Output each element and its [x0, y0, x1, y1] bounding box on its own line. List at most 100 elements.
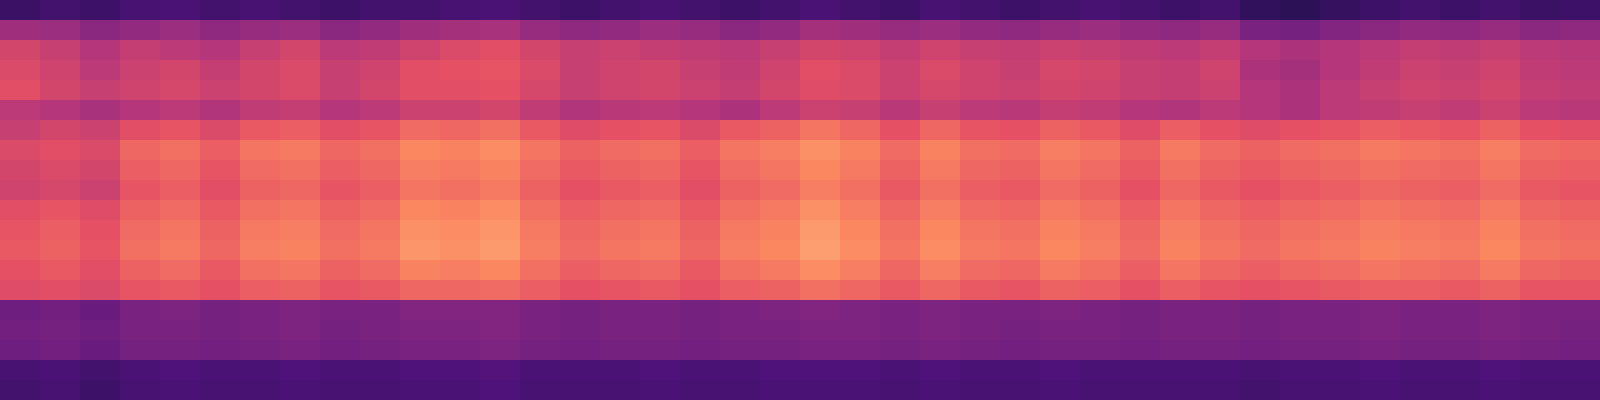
- cell: [1160, 280, 1201, 301]
- cell: [160, 120, 201, 141]
- cell: [720, 80, 761, 101]
- cell: [720, 360, 761, 381]
- cell: [80, 20, 121, 41]
- cell: [1400, 80, 1441, 101]
- cell: [1560, 300, 1600, 321]
- cell: [200, 220, 241, 241]
- cell: [1440, 280, 1481, 301]
- cell: [1200, 160, 1241, 181]
- cell: [200, 100, 241, 121]
- cell: [320, 380, 361, 400]
- cell: [1480, 360, 1521, 381]
- cell: [520, 280, 561, 301]
- cell: [1520, 20, 1561, 41]
- cell: [0, 280, 41, 301]
- cell: [560, 200, 601, 221]
- cell: [200, 260, 241, 281]
- cell: [1240, 60, 1281, 81]
- cell: [920, 40, 961, 61]
- cell: [840, 240, 881, 261]
- cell: [560, 100, 601, 121]
- cell: [160, 300, 201, 321]
- cell: [1240, 20, 1281, 41]
- cell: [840, 80, 881, 101]
- cell: [1120, 60, 1161, 81]
- cell: [880, 20, 921, 41]
- cell: [1240, 140, 1281, 161]
- cell: [880, 120, 921, 141]
- cell: [360, 120, 401, 141]
- cell: [1360, 140, 1401, 161]
- cell: [440, 40, 481, 61]
- cell: [240, 160, 281, 181]
- cell: [80, 80, 121, 101]
- cell: [760, 60, 801, 81]
- cell: [320, 180, 361, 201]
- cell: [0, 260, 41, 281]
- cell: [640, 300, 681, 321]
- cell: [0, 360, 41, 381]
- cell: [40, 280, 81, 301]
- cell: [1040, 280, 1081, 301]
- cell: [1440, 340, 1481, 361]
- cell: [1320, 380, 1361, 400]
- cell: [1320, 160, 1361, 181]
- cell: [1160, 200, 1201, 221]
- cell: [40, 200, 81, 221]
- cell: [1360, 260, 1401, 281]
- cell: [960, 220, 1001, 241]
- cell: [1120, 320, 1161, 341]
- cell: [1360, 80, 1401, 101]
- cell: [80, 0, 121, 21]
- cell: [1560, 160, 1600, 181]
- cell: [1120, 240, 1161, 261]
- cell: [240, 140, 281, 161]
- cell: [680, 40, 721, 61]
- cell: [600, 300, 641, 321]
- cell: [1040, 160, 1081, 181]
- cell: [760, 80, 801, 101]
- cell: [40, 0, 81, 21]
- cell: [240, 360, 281, 381]
- cell: [40, 360, 81, 381]
- cell: [1360, 40, 1401, 61]
- cell: [1560, 200, 1600, 221]
- cell: [920, 0, 961, 21]
- cell: [1080, 40, 1121, 61]
- cell: [1440, 100, 1481, 121]
- cell: [320, 100, 361, 121]
- cell: [720, 200, 761, 221]
- cell: [1280, 220, 1321, 241]
- cell: [280, 320, 321, 341]
- cell: [1240, 80, 1281, 101]
- cell: [1000, 360, 1041, 381]
- cell: [600, 340, 641, 361]
- cell: [760, 240, 801, 261]
- cell: [880, 60, 921, 81]
- cell: [1240, 300, 1281, 321]
- cell: [480, 0, 521, 21]
- cell: [1520, 280, 1561, 301]
- cell: [40, 340, 81, 361]
- cell: [400, 0, 441, 21]
- cell: [800, 320, 841, 341]
- cell: [1440, 40, 1481, 61]
- cell: [1400, 100, 1441, 121]
- cell: [480, 100, 521, 121]
- cell: [600, 260, 641, 281]
- cell: [1160, 380, 1201, 400]
- cell: [1480, 0, 1521, 21]
- cell: [1560, 100, 1600, 121]
- cell: [1120, 180, 1161, 201]
- cell: [160, 200, 201, 221]
- cell: [560, 380, 601, 400]
- cell: [960, 160, 1001, 181]
- cell: [800, 140, 841, 161]
- cell: [640, 320, 681, 341]
- cell: [920, 380, 961, 400]
- cell: [1000, 140, 1041, 161]
- cell: [800, 160, 841, 181]
- cell: [40, 60, 81, 81]
- cell: [800, 200, 841, 221]
- cell: [1280, 320, 1321, 341]
